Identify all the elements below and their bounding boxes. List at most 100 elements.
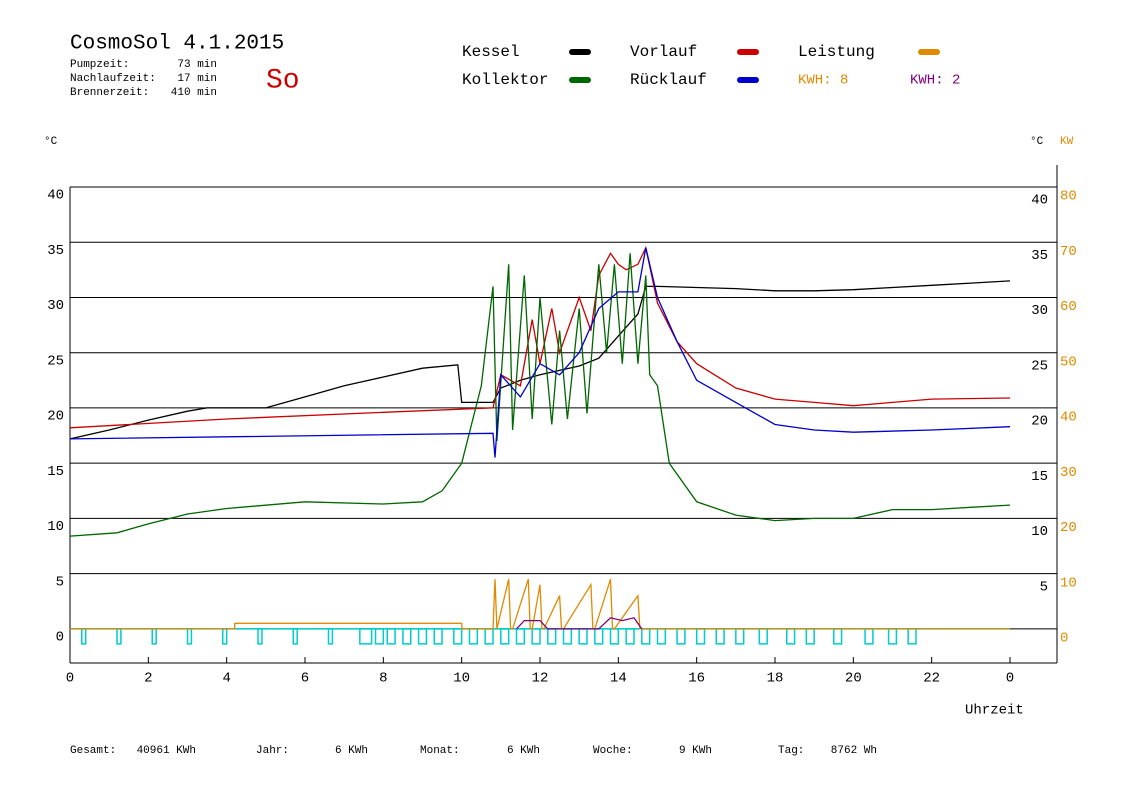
x-tick-label: 10 [453, 671, 470, 687]
pump-interval [625, 628, 635, 645]
y2-tick-label: 40 [1060, 410, 1077, 426]
pump-interval [609, 628, 620, 645]
pump-interval [833, 628, 843, 645]
pump-interval [116, 628, 122, 645]
y-right-tick-label: 30 [1031, 303, 1048, 319]
x-tick-label: 18 [767, 671, 784, 687]
legend-label: Leistung [798, 43, 875, 61]
pump-interval [887, 628, 898, 645]
legend-label: Kollektor [462, 71, 548, 89]
y2-tick-label: 60 [1060, 299, 1077, 315]
y2-tick-label: 50 [1060, 354, 1077, 370]
pump-interval [735, 628, 745, 645]
legend-label: Rücklauf [630, 71, 707, 89]
x-tick-label: 8 [379, 671, 387, 687]
y2-unit: KW [1060, 136, 1074, 148]
x-tick-label: 14 [610, 671, 627, 687]
x-tick-label: 22 [923, 671, 940, 687]
y2-tick-label: 70 [1060, 244, 1077, 260]
series-line [69, 247, 1011, 458]
pump-interval [374, 628, 385, 645]
pump-interval [453, 628, 463, 645]
pump-interval [695, 628, 706, 645]
x-tick-label: 0 [1006, 671, 1014, 687]
y-tick-label: 0 [56, 630, 64, 646]
pump-interval [547, 628, 557, 645]
legend-label: Kessel [462, 43, 520, 61]
pump-interval [257, 628, 263, 645]
footer-value: 9 KWh [679, 745, 712, 757]
info-value: 17 min [177, 73, 217, 85]
pump-interval [417, 628, 428, 645]
pump-interval [484, 628, 494, 645]
y2-tick-label: 80 [1060, 189, 1077, 205]
pump-interval [641, 628, 651, 645]
pump-interval [402, 628, 412, 645]
footer-value: 40961 KWh [137, 745, 196, 757]
x-tick-label: 12 [532, 671, 549, 687]
pump-interval [359, 628, 373, 645]
y-tick-label: 40 [47, 188, 64, 204]
pump-interval [578, 628, 588, 645]
footer-label: Woche: [593, 745, 633, 757]
footer-label: Monat: [420, 745, 460, 757]
y-tick-label: 35 [47, 243, 64, 259]
pump-interval [656, 628, 667, 645]
y-tick-label: 5 [56, 574, 64, 590]
pump-interval [758, 628, 768, 645]
pump-interval [715, 628, 725, 645]
y-right-tick-label: 10 [1031, 524, 1048, 540]
x-tick-label: 20 [845, 671, 862, 687]
footer-label: Gesamt: [70, 745, 116, 757]
series-line [69, 280, 1011, 440]
pump-interval [907, 628, 917, 645]
pump-interval [805, 628, 815, 645]
footer-value: 6 KWh [335, 745, 368, 757]
info-value: 410 min [171, 87, 217, 99]
pump-interval [81, 628, 87, 645]
y-unit: °C [44, 136, 58, 148]
info-label: Pumpzeit: [70, 59, 129, 71]
pump-interval [433, 628, 443, 645]
pump-interval [327, 628, 334, 645]
y-tick-label: 10 [47, 519, 64, 535]
legend-label: Vorlauf [630, 43, 697, 61]
info-label: Brennerzeit: [70, 87, 149, 99]
x-axis-label: Uhrzeit [965, 703, 1024, 719]
pump-interval [594, 628, 604, 645]
pump-interval [222, 628, 228, 645]
footer-label: Tag: [778, 745, 804, 757]
pump-interval [386, 628, 396, 645]
y-right-tick-label: 20 [1031, 414, 1048, 430]
footer-value: 6 KWh [507, 745, 540, 757]
kwh-label: KWH: 8 [798, 73, 848, 89]
y-tick-label: 20 [47, 409, 64, 425]
pump-interval [786, 628, 796, 645]
y-right-tick-label: 40 [1031, 193, 1048, 209]
y2-tick-label: 0 [1060, 631, 1068, 647]
x-tick-label: 6 [301, 671, 309, 687]
pump-interval [864, 628, 874, 645]
info-value: 73 min [177, 59, 217, 71]
pump-interval [562, 628, 573, 645]
y2-tick-label: 20 [1060, 520, 1077, 536]
y2-tick-label: 30 [1060, 465, 1077, 481]
series-line [69, 245, 1011, 429]
y-right-tick-label: 25 [1031, 358, 1048, 374]
pump-interval [151, 628, 157, 645]
kwh-label: KWH: 2 [910, 73, 960, 89]
pump-interval [500, 628, 510, 645]
y-tick-label: 30 [47, 298, 64, 314]
series-line [516, 617, 643, 630]
pump-interval [186, 628, 193, 645]
y-right-unit: °C [1030, 136, 1044, 148]
pump-interval [676, 628, 686, 645]
x-tick-label: 4 [222, 671, 230, 687]
pump-interval [292, 628, 298, 645]
day-label: So [266, 65, 300, 96]
footer-label: Jahr: [256, 745, 289, 757]
series-line [70, 579, 1010, 630]
y2-tick-label: 10 [1060, 575, 1077, 591]
y-right-tick-label: 15 [1031, 469, 1048, 485]
